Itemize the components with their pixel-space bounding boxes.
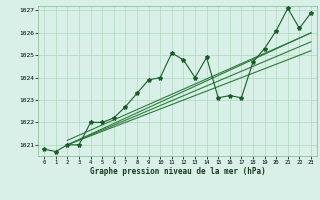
X-axis label: Graphe pression niveau de la mer (hPa): Graphe pression niveau de la mer (hPa)	[90, 167, 266, 176]
